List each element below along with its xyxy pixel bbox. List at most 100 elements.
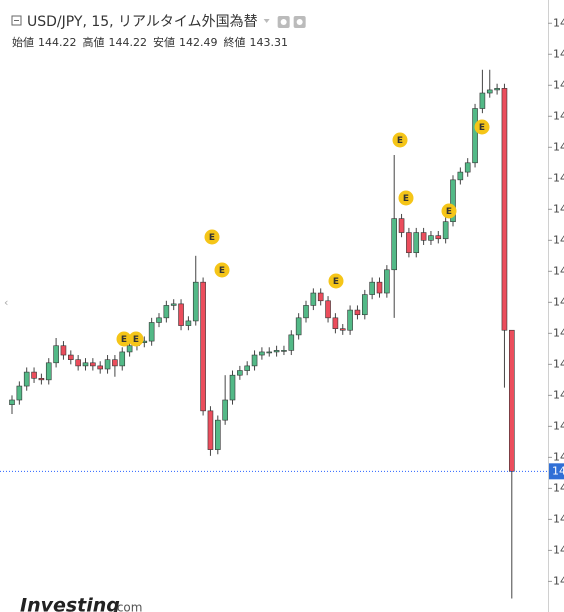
candle-body <box>420 232 427 241</box>
candle-body <box>295 317 302 336</box>
ohlc-value: 144.22 <box>38 36 77 49</box>
candle-body <box>457 171 464 181</box>
candle-body <box>339 328 346 331</box>
legend-tools <box>263 16 306 28</box>
candle-body <box>97 365 103 370</box>
candle-body <box>31 371 37 379</box>
watermark-brand: Investing <box>20 595 120 612</box>
candle-body <box>325 300 331 319</box>
candle-body <box>281 350 287 352</box>
candle-body <box>170 303 177 306</box>
candle-body <box>185 320 192 326</box>
candle-body <box>391 218 398 271</box>
y-tick-label: 14 <box>553 419 564 432</box>
candle-body <box>472 108 478 164</box>
candle-body <box>406 232 412 254</box>
candle-body <box>288 334 295 351</box>
y-tick-label: 14 <box>553 326 564 339</box>
candle-body <box>60 345 67 356</box>
candle-body <box>126 345 133 353</box>
candle-body <box>112 359 118 367</box>
ohlc-value: 144.22 <box>109 36 148 49</box>
candle-body <box>398 218 405 233</box>
candle-body <box>222 399 228 421</box>
event-marker[interactable] <box>441 203 457 219</box>
candle-body <box>479 92 486 109</box>
candle-body <box>347 309 353 331</box>
y-tick-label: 14 <box>553 388 564 401</box>
candle-body <box>310 292 317 306</box>
y-tick-label: 14 <box>553 171 564 184</box>
candle-body <box>303 305 309 319</box>
candle-body <box>178 303 184 326</box>
last-price-label: 14 <box>552 464 564 477</box>
plot-area <box>0 22 552 599</box>
ohlc-label: 始値 <box>12 35 34 49</box>
y-tick-label: 14 <box>553 16 564 29</box>
event-marker[interactable] <box>392 132 408 148</box>
candle-body <box>38 377 45 381</box>
candle-body <box>376 281 383 294</box>
candle-body <box>442 221 449 240</box>
y-tick-label: 14 <box>553 450 564 463</box>
candle-body <box>104 359 111 370</box>
candle-body <box>251 354 258 367</box>
ohlc-label: 終値 <box>224 35 246 49</box>
event-label: E <box>333 277 339 287</box>
settings-icon-dot <box>280 19 287 25</box>
candle-body <box>82 362 89 367</box>
candle-body <box>23 371 30 387</box>
event-marker[interactable] <box>128 331 144 347</box>
candle-body <box>435 235 442 240</box>
candle-body <box>9 399 15 405</box>
y-tick-label: 14 <box>553 295 564 308</box>
y-tick-label: 14 <box>553 202 564 215</box>
event-label: E <box>219 266 225 276</box>
candle-body <box>229 374 236 401</box>
candle-body <box>215 419 221 450</box>
y-tick-label: 14 <box>553 140 564 153</box>
event-marker[interactable] <box>328 273 344 289</box>
candle-body <box>354 309 361 316</box>
event-marker[interactable] <box>398 190 414 206</box>
candle-body <box>494 88 500 91</box>
candle-body <box>163 305 170 319</box>
event-marker[interactable] <box>204 229 220 245</box>
candle-body <box>384 269 390 294</box>
candle-body <box>464 162 471 173</box>
candle-body <box>317 292 324 302</box>
event-label: E <box>403 194 409 204</box>
candle-body <box>266 351 273 354</box>
y-tick-label: 14 <box>553 233 564 246</box>
event-label: E <box>209 233 215 243</box>
scroll-arrow[interactable]: ‹ <box>4 296 8 309</box>
candle-body <box>119 351 126 367</box>
candle-body <box>501 88 508 331</box>
event-marker[interactable] <box>474 119 490 135</box>
ohlc-value: 143.31 <box>250 36 289 49</box>
event-marker[interactable] <box>116 331 132 347</box>
candle-body <box>450 179 456 223</box>
event-marker[interactable] <box>214 262 230 278</box>
event-label: E <box>446 207 452 217</box>
candle-body <box>90 362 96 367</box>
legend: USD/JPY, 15, リアルタイム外国為替 始値 144.22 高値 144.22… <box>11 14 306 49</box>
candle-body <box>259 351 265 356</box>
candle-body <box>508 329 515 472</box>
candle-body <box>207 410 214 450</box>
ohlc-label: 安値 <box>153 35 175 49</box>
candle-body <box>75 359 81 367</box>
dropdown-arrow[interactable] <box>263 19 270 23</box>
event-label: E <box>133 335 139 345</box>
y-tick-label: 14 <box>553 78 564 91</box>
collapse-icon[interactable] <box>11 15 22 26</box>
y-tick-label: 14 <box>553 574 564 587</box>
symbol-title: USD/JPY, 15, リアルタイム外国為替 <box>27 14 258 30</box>
event-label: E <box>397 136 403 146</box>
event-label: E <box>479 123 485 133</box>
candle-body <box>192 281 199 322</box>
candle-body <box>413 232 420 254</box>
y-tick-label: 14 <box>553 512 564 525</box>
